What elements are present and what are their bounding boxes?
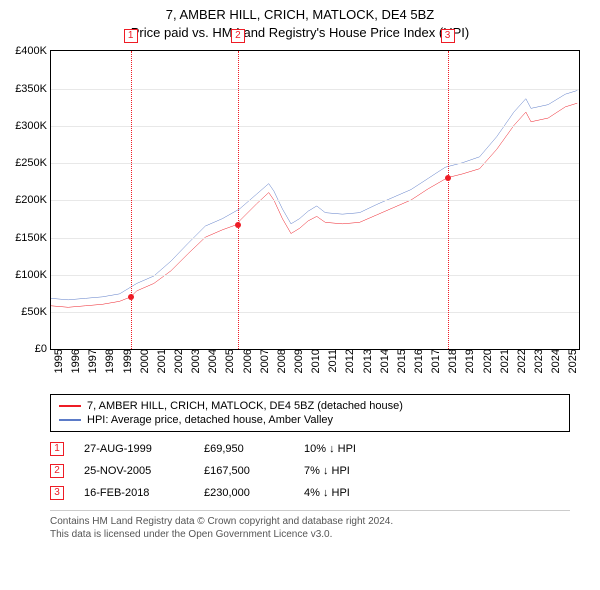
legend-label: HPI: Average price, detached house, Ambe… [87,414,333,426]
x-axis-label: 2020 [480,349,494,373]
marker-line [448,51,449,349]
legend-swatch [59,405,81,407]
transaction-price: £230,000 [204,487,284,499]
transaction-price: £69,950 [204,443,284,455]
transaction-index: 1 [50,442,64,456]
transaction-table: 1 27-AUG-1999 £69,950 10% ↓ HPI 2 25-NOV-2005… [50,438,570,504]
y-axis-label: £150K [15,232,51,244]
marker-box: 3 [441,29,455,43]
x-axis-label: 2009 [291,349,305,373]
plot-region: £0£50K£100K£150K£200K£250K£300K£350K£400… [50,50,580,350]
x-axis-label: 2011 [325,349,339,373]
footer-line-2: This data is licensed under the Open Gov… [50,528,570,541]
marker-box: 2 [231,29,245,43]
transaction-index: 2 [50,464,64,478]
legend-row: 7, AMBER HILL, CRICH, MATLOCK, DE4 5BZ (… [59,399,561,413]
x-axis-label: 2005 [222,349,236,373]
x-axis-label: 1998 [102,349,116,373]
legend: 7, AMBER HILL, CRICH, MATLOCK, DE4 5BZ (… [50,394,570,432]
marker-line [131,51,132,349]
x-axis-label: 1996 [68,349,82,373]
x-axis-label: 2023 [531,349,545,373]
y-axis-label: £250K [15,157,51,169]
y-axis-label: £300K [15,120,51,132]
x-axis-label: 1995 [51,349,65,373]
transaction-index: 3 [50,486,64,500]
x-axis-label: 1997 [85,349,99,373]
y-axis-label: £0 [35,343,51,355]
x-axis-label: 2019 [462,349,476,373]
x-axis-label: 2025 [565,349,579,373]
transaction-row: 2 25-NOV-2005 £167,500 7% ↓ HPI [50,460,570,482]
x-axis-label: 2017 [428,349,442,373]
transaction-delta: 4% ↓ HPI [304,487,404,499]
y-axis-label: £50K [21,306,51,318]
x-axis-label: 2015 [394,349,408,373]
footer-line-1: Contains HM Land Registry data © Crown c… [50,515,570,528]
chart-titles: 7, AMBER HILL, CRICH, MATLOCK, DE4 5BZ P… [0,0,600,42]
marker-line [238,51,239,349]
x-axis-label: 2021 [497,349,511,373]
x-axis-label: 2012 [342,349,356,373]
transaction-delta: 7% ↓ HPI [304,465,404,477]
legend-swatch [59,419,81,421]
x-axis-label: 2022 [514,349,528,373]
marker-box: 1 [124,29,138,43]
y-axis-label: £100K [15,269,51,281]
x-axis-label: 2002 [171,349,185,373]
marker-dot [235,222,241,228]
transaction-date: 27-AUG-1999 [84,443,184,455]
transaction-date: 16-FEB-2018 [84,487,184,499]
transaction-price: £167,500 [204,465,284,477]
x-axis-label: 2018 [445,349,459,373]
x-axis-label: 2007 [257,349,271,373]
x-axis-label: 2016 [411,349,425,373]
x-axis-label: 2004 [205,349,219,373]
y-axis-label: £400K [15,45,51,57]
x-axis-label: 2010 [308,349,322,373]
x-axis-label: 2006 [240,349,254,373]
footer-attribution: Contains HM Land Registry data © Crown c… [50,510,570,541]
x-axis-label: 2001 [154,349,168,373]
title-subtitle: Price paid vs. HM Land Registry's House … [0,24,600,42]
title-address: 7, AMBER HILL, CRICH, MATLOCK, DE4 5BZ [0,6,600,24]
x-axis-label: 2008 [274,349,288,373]
x-axis-label: 1999 [120,349,134,373]
legend-row: HPI: Average price, detached house, Ambe… [59,413,561,427]
x-axis-label: 2003 [188,349,202,373]
transaction-row: 1 27-AUG-1999 £69,950 10% ↓ HPI [50,438,570,460]
marker-dot [128,294,134,300]
x-axis-label: 2013 [360,349,374,373]
legend-label: 7, AMBER HILL, CRICH, MATLOCK, DE4 5BZ (… [87,400,403,412]
chart-area: £0£50K£100K£150K£200K£250K£300K£350K£400… [50,50,580,390]
x-axis-label: 2000 [137,349,151,373]
x-axis-label: 2024 [548,349,562,373]
y-axis-label: £200K [15,194,51,206]
x-axis-label: 2014 [377,349,391,373]
transaction-row: 3 16-FEB-2018 £230,000 4% ↓ HPI [50,482,570,504]
transaction-delta: 10% ↓ HPI [304,443,404,455]
marker-dot [445,175,451,181]
transaction-date: 25-NOV-2005 [84,465,184,477]
y-axis-label: £350K [15,83,51,95]
